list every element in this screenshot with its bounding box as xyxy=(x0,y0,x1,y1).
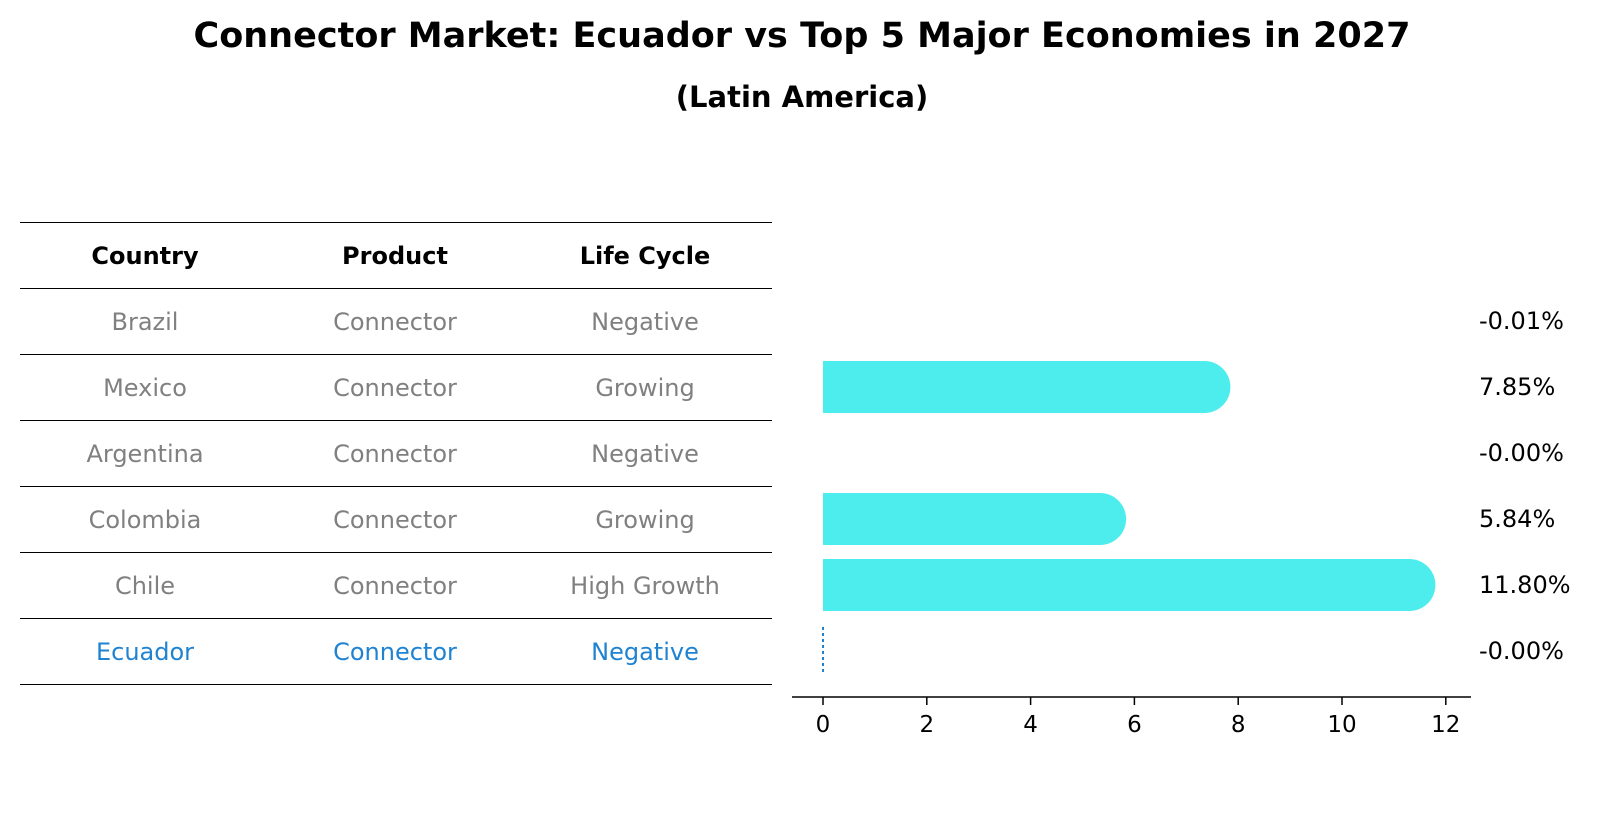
value-label-ecuador: -0.00% xyxy=(1479,637,1564,665)
table-row-highlighted: Ecuador Connector Negative xyxy=(20,618,772,685)
x-tick-label: 8 xyxy=(1231,712,1246,738)
x-tick-label: 0 xyxy=(816,712,831,738)
x-tick-label: 2 xyxy=(919,712,934,738)
cell-product: Connector xyxy=(333,571,457,600)
header-product: Product xyxy=(342,241,448,270)
chart-subtitle: (Latin America) xyxy=(675,80,929,114)
x-tick-label: 4 xyxy=(1023,712,1038,738)
cell-product: Connector xyxy=(333,307,457,336)
table-row: Argentina Connector Negative xyxy=(20,420,772,486)
cell-product: Connector xyxy=(333,373,457,402)
cell-country: Ecuador xyxy=(95,637,195,666)
bar-mexico xyxy=(823,361,1231,413)
bar-colombia xyxy=(823,493,1127,545)
value-label-mexico: 7.85% xyxy=(1479,373,1555,401)
value-label-argentina: -0.00% xyxy=(1479,439,1564,467)
market-table: Country Product Life Cycle Brazil Connec… xyxy=(20,222,772,685)
cell-country: Argentina xyxy=(86,439,204,468)
cell-country: Brazil xyxy=(111,307,179,336)
value-label-chile: 11.80% xyxy=(1479,571,1571,599)
value-label-colombia: 5.84% xyxy=(1479,505,1555,533)
cell-product: Connector xyxy=(333,505,457,534)
cell-life-cycle: Negative xyxy=(591,637,699,666)
cell-country: Colombia xyxy=(88,505,202,534)
table-row: Brazil Connector Negative xyxy=(20,288,772,354)
cell-country: Chile xyxy=(114,571,176,600)
table-row: Colombia Connector Growing xyxy=(20,486,772,552)
cell-product: Connector xyxy=(333,439,457,468)
table-header-row: Country Product Life Cycle xyxy=(20,222,772,288)
bar-chile xyxy=(823,559,1436,611)
cell-country: Mexico xyxy=(103,373,187,402)
x-tick-label: 12 xyxy=(1431,712,1460,738)
x-tick-label: 10 xyxy=(1327,712,1356,738)
cell-life-cycle: Negative xyxy=(591,307,699,336)
cell-life-cycle: Growing xyxy=(595,373,695,402)
chart-title: Connector Market: Ecuador vs Top 5 Major… xyxy=(193,16,1411,56)
table-row: Mexico Connector Growing xyxy=(20,354,772,420)
value-label-brazil: -0.01% xyxy=(1479,307,1564,335)
header-country: Country xyxy=(91,241,199,270)
header-life-cycle: Life Cycle xyxy=(579,241,711,270)
cell-product: Connector xyxy=(333,637,457,666)
x-tick-label: 6 xyxy=(1127,712,1142,738)
cell-life-cycle: High Growth xyxy=(570,571,720,600)
cell-life-cycle: Growing xyxy=(595,505,695,534)
cell-life-cycle: Negative xyxy=(591,439,699,468)
table-row: Chile Connector High Growth xyxy=(20,552,772,618)
